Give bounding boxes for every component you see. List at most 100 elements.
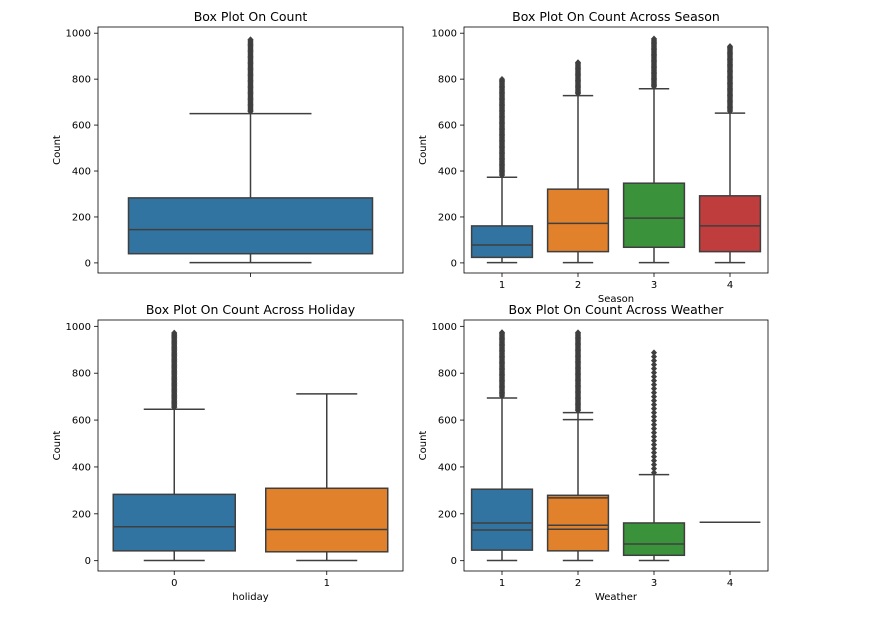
y-tick-label: 1000	[432, 322, 457, 333]
outlier-point	[650, 389, 658, 397]
x-tick-label: 2	[575, 578, 581, 589]
y-tick-label: 600	[438, 416, 457, 427]
box-body	[698, 195, 762, 253]
box-2	[546, 59, 610, 264]
outlier-point	[650, 429, 658, 437]
outlier-point	[650, 369, 658, 377]
outlier-point	[650, 425, 658, 433]
x-tick-label: 4	[727, 280, 733, 291]
outlier-point	[650, 401, 658, 409]
outlier-point	[650, 365, 658, 373]
x-tick-label: 1	[324, 578, 330, 589]
outlier-point	[574, 329, 582, 336]
y-tick-label: 1000	[66, 29, 91, 40]
outlier-point	[650, 405, 658, 413]
outlier-point	[650, 421, 658, 429]
x-axis-label: Season	[598, 294, 634, 305]
subplot-3: Box Plot On Count Across Holiday Count hol…	[52, 302, 404, 603]
y-tick-label: 200	[438, 509, 457, 520]
y-tick-label: 800	[438, 369, 457, 380]
x-tick-label: 3	[651, 280, 657, 291]
y-tick-label: 200	[72, 212, 91, 223]
outlier-point	[726, 42, 734, 50]
box-4	[698, 42, 762, 264]
subplot-title: Box Plot On Count Across Weather	[509, 302, 725, 317]
x-tick-label: 1	[499, 578, 505, 589]
box-all	[127, 36, 374, 264]
y-tick-label: 0	[451, 556, 457, 567]
x-tick-label: 3	[651, 578, 657, 589]
outlier-point	[650, 469, 658, 477]
outlier-point	[574, 59, 582, 66]
y-tick-label: 0	[85, 258, 91, 269]
box-body	[470, 225, 534, 259]
outlier-point	[650, 409, 658, 417]
box-0	[112, 329, 236, 562]
y-tick-label: 200	[72, 509, 91, 520]
outlier-point	[650, 385, 658, 393]
outlier-point	[498, 329, 506, 336]
axes-frame	[463, 319, 769, 572]
box-1	[265, 393, 389, 562]
y-tick-label: 600	[72, 416, 91, 427]
outlier-point	[650, 353, 658, 361]
outlier-point	[650, 349, 658, 357]
axes-frame	[97, 26, 404, 274]
y-tick-label: 400	[438, 462, 457, 473]
y-tick-label: 1000	[66, 322, 91, 333]
x-tick-label: 2	[575, 280, 581, 291]
outlier-point	[650, 397, 658, 405]
outlier-point	[650, 457, 658, 465]
outlier-point	[650, 381, 658, 389]
outlier-point	[247, 36, 254, 43]
outlier-point	[650, 361, 658, 369]
outlier-point	[650, 465, 658, 473]
outlier-point	[650, 373, 658, 381]
outlier-point	[650, 441, 658, 449]
x-tick-label: 4	[727, 578, 733, 589]
box-1	[470, 75, 534, 264]
outlier-point	[650, 445, 658, 453]
outlier-point	[650, 437, 658, 445]
box-3	[622, 349, 686, 562]
box-body	[127, 197, 374, 255]
box-body	[622, 522, 686, 557]
outlier-point	[650, 357, 658, 365]
x-tick-label: 1	[499, 280, 505, 291]
outlier-point	[650, 35, 658, 43]
y-tick-label: 400	[438, 167, 457, 178]
y-tick-label: 0	[85, 556, 91, 567]
outlier-point	[650, 449, 658, 457]
subplot-title: Box Plot On Count Across Season	[512, 9, 720, 24]
box-body	[546, 188, 610, 253]
subplot-2: Box Plot On Count Across Season Count Seas…	[418, 9, 769, 305]
subplot-1: Box Plot On Count Count 0 200 400 600 800 1000	[52, 9, 404, 277]
subplot-title: Box Plot On Count	[194, 9, 308, 24]
axes-frame	[463, 26, 769, 274]
outlier-point	[650, 417, 658, 425]
box-body	[112, 493, 236, 552]
outlier-point	[171, 329, 178, 337]
y-tick-label: 600	[72, 121, 91, 132]
box-body	[470, 488, 534, 551]
outlier-point	[650, 393, 658, 401]
y-tick-label: 800	[438, 75, 457, 86]
axes-frame	[97, 319, 404, 572]
box-body	[265, 487, 389, 553]
y-tick-label: 400	[72, 167, 91, 178]
x-axis-label: Weather	[595, 592, 638, 603]
box-2	[546, 329, 610, 562]
y-tick-label: 1000	[432, 29, 457, 40]
outlier-point	[650, 453, 658, 461]
y-tick-label: 800	[72, 369, 91, 380]
y-axis-label: Count	[52, 135, 63, 165]
outlier-point	[650, 461, 658, 469]
outlier-point	[650, 433, 658, 441]
y-tick-label: 800	[72, 75, 91, 86]
box-1	[470, 329, 534, 562]
outlier-point	[650, 413, 658, 421]
outlier-point	[498, 75, 506, 83]
subplot-title: Box Plot On Count Across Holiday	[146, 302, 356, 317]
